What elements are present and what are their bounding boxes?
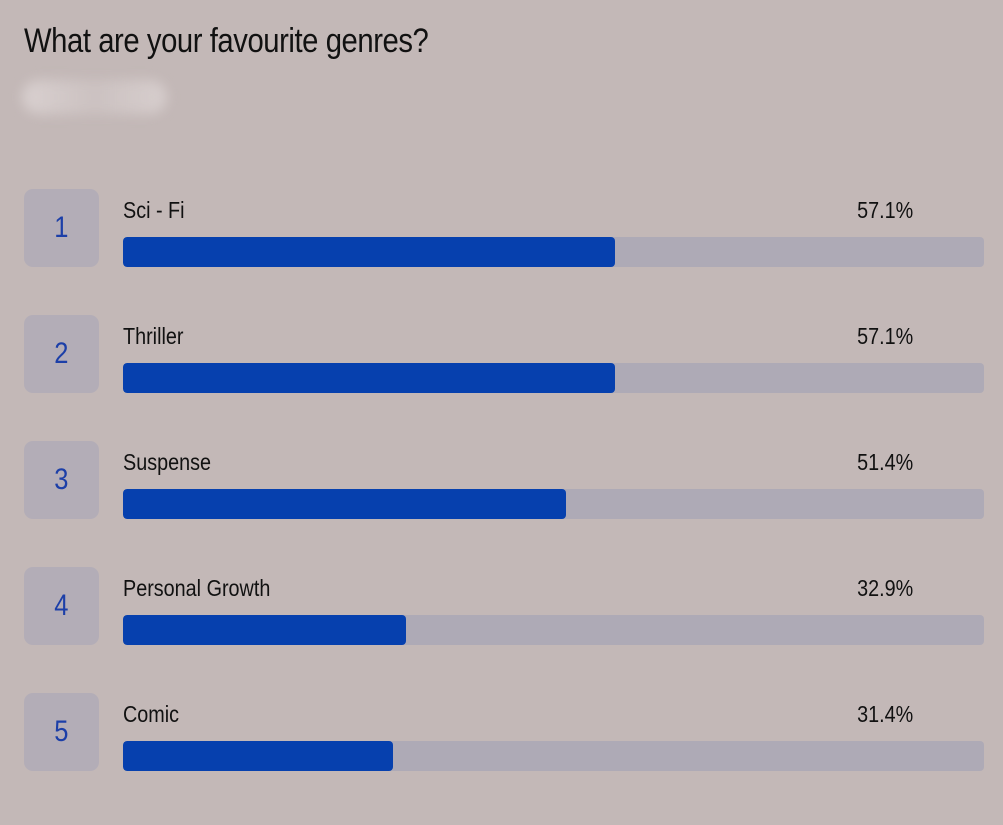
rank-number: 3 xyxy=(54,463,69,496)
progress-track xyxy=(123,363,984,393)
option-label: Personal Growth xyxy=(123,575,271,601)
result-row-5[interactable]: 5 Comic 31.4% xyxy=(0,693,1003,773)
option-label: Sci - Fi xyxy=(123,197,185,223)
result-row-4[interactable]: 4 Personal Growth 32.9% xyxy=(0,567,1003,647)
progress-bar-comic xyxy=(123,741,394,771)
percentage-value: 51.4% xyxy=(856,449,913,475)
progress-track xyxy=(123,489,984,519)
rank-badge: 2 xyxy=(24,315,99,393)
rank-badge: 5 xyxy=(24,693,99,771)
progress-bar-thriller xyxy=(123,363,615,393)
result-row-3[interactable]: 3 Suspense 51.4% xyxy=(0,441,1003,521)
progress-bar-sci-fi xyxy=(123,237,615,267)
rank-badge: 3 xyxy=(24,441,99,519)
percentage-value: 57.1% xyxy=(856,197,913,223)
rank-badge: 4 xyxy=(24,567,99,645)
rank-number: 1 xyxy=(54,211,69,244)
rank-number: 2 xyxy=(54,337,69,370)
option-label: Thriller xyxy=(123,323,184,349)
page-title: What are your favourite genres? xyxy=(24,22,429,60)
option-label: Comic xyxy=(123,701,180,727)
option-label: Suspense xyxy=(123,449,211,475)
result-row-2[interactable]: 2 Thriller 57.1% xyxy=(0,315,1003,395)
result-row-1[interactable]: 1 Sci - Fi 57.1% xyxy=(0,189,1003,269)
progress-track xyxy=(123,741,984,771)
percentage-value: 57.1% xyxy=(856,323,913,349)
rank-number: 4 xyxy=(54,589,69,622)
blurred-subtitle xyxy=(22,80,167,114)
percentage-value: 31.4% xyxy=(856,701,913,727)
rank-number: 5 xyxy=(54,715,69,748)
percentage-value: 32.9% xyxy=(856,575,913,601)
progress-track xyxy=(123,237,984,267)
progress-bar-suspense xyxy=(123,489,566,519)
progress-bar-personal-growth xyxy=(123,615,407,645)
progress-track xyxy=(123,615,984,645)
rank-badge: 1 xyxy=(24,189,99,267)
